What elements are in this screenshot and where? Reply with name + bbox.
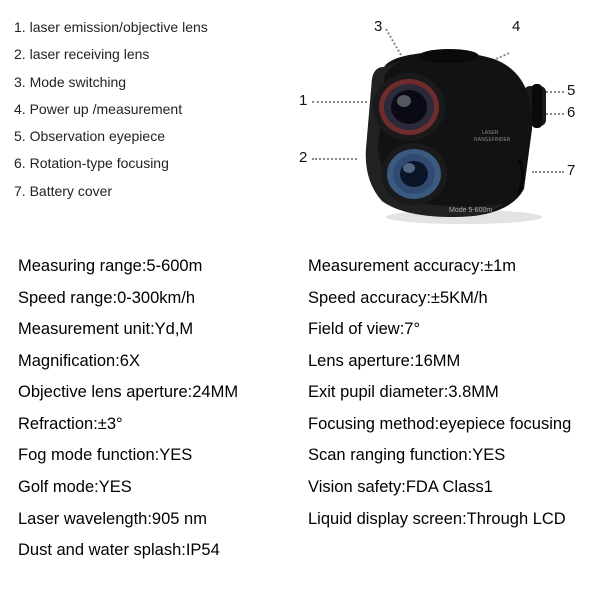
spec-r-0: Measurement accuracy:±1m <box>308 254 588 280</box>
legend-num: 5. <box>14 128 26 144</box>
spec-l-3: Magnification:6X <box>18 349 298 375</box>
spec-l-8: Laser wavelength:905 nm <box>18 507 298 533</box>
callout-diagram: 1 2 3 4 5 6 7 <box>264 14 590 244</box>
device-illustration: LASER RANGEFINDER Mode 5-600m <box>354 49 554 224</box>
legend-item-3: 3. Mode switching <box>14 69 264 96</box>
legend-text: Observation eyepiece <box>30 128 165 144</box>
spec-l-1: Speed range:0-300km/h <box>18 286 298 312</box>
callout-label-7: 7 <box>567 162 575 179</box>
legend-item-7: 7. Battery cover <box>14 178 264 205</box>
legend-text: Rotation-type focusing <box>30 155 169 171</box>
callout-label-2: 2 <box>299 149 307 166</box>
legend-item-1: 1. laser emission/objective lens <box>14 14 264 41</box>
top-section: 1. laser emission/objective lens 2. lase… <box>0 0 600 254</box>
device-range-text: Mode 5-600m <box>449 207 492 214</box>
legend-num: 3. <box>14 74 26 90</box>
callout-label-3: 3 <box>374 18 382 35</box>
legend-num: 7. <box>14 183 26 199</box>
spec-l-2: Measurement unit:Yd,M <box>18 317 298 343</box>
spec-r-8: Liquid display screen:Through LCD <box>308 507 588 533</box>
callout-label-1: 1 <box>299 92 307 109</box>
spec-r-2: Field of view:7° <box>308 317 588 343</box>
legend-text: Battery cover <box>30 183 112 199</box>
spec-r-4: Exit pupil diameter:3.8MM <box>308 380 588 406</box>
legend-text: laser emission/objective lens <box>30 19 208 35</box>
legend-list: 1. laser emission/objective lens 2. lase… <box>14 14 264 244</box>
spec-r-3: Lens aperture:16MM <box>308 349 588 375</box>
callout-label-5: 5 <box>567 82 575 99</box>
leader-2 <box>312 158 357 160</box>
spec-l-6: Fog mode function:YES <box>18 443 298 469</box>
specs-table: Measuring range:5-600m Measurement accur… <box>0 254 600 564</box>
legend-num: 1. <box>14 19 26 35</box>
spec-r-6: Scan ranging function:YES <box>308 443 588 469</box>
spec-l-5: Refraction:±3° <box>18 412 298 438</box>
device-brand-text: LASER <box>482 130 499 136</box>
legend-item-2: 2. laser receiving lens <box>14 41 264 68</box>
device-model-text: RANGEFINDER <box>474 137 511 143</box>
spec-r-1: Speed accuracy:±5KM/h <box>308 286 588 312</box>
legend-text: Mode switching <box>30 74 127 90</box>
legend-text: laser receiving lens <box>30 46 150 62</box>
spec-last: Dust and water splash:IP54 <box>18 538 588 564</box>
spec-r-5: Focusing method:eyepiece focusing <box>308 412 588 438</box>
legend-num: 4. <box>14 101 26 117</box>
spec-r-7: Vision safety:FDA Class1 <box>308 475 588 501</box>
legend-num: 6. <box>14 155 26 171</box>
callout-label-4: 4 <box>512 18 520 35</box>
spec-l-4: Objective lens aperture:24MM <box>18 380 298 406</box>
legend-text: Power up /measurement <box>30 101 183 117</box>
callout-label-6: 6 <box>567 104 575 121</box>
legend-num: 2. <box>14 46 26 62</box>
legend-item-6: 6. Rotation-type focusing <box>14 150 264 177</box>
legend-item-5: 5. Observation eyepiece <box>14 123 264 150</box>
spec-l-7: Golf mode:YES <box>18 475 298 501</box>
legend-item-4: 4. Power up /measurement <box>14 96 264 123</box>
spec-l-0: Measuring range:5-600m <box>18 254 298 280</box>
